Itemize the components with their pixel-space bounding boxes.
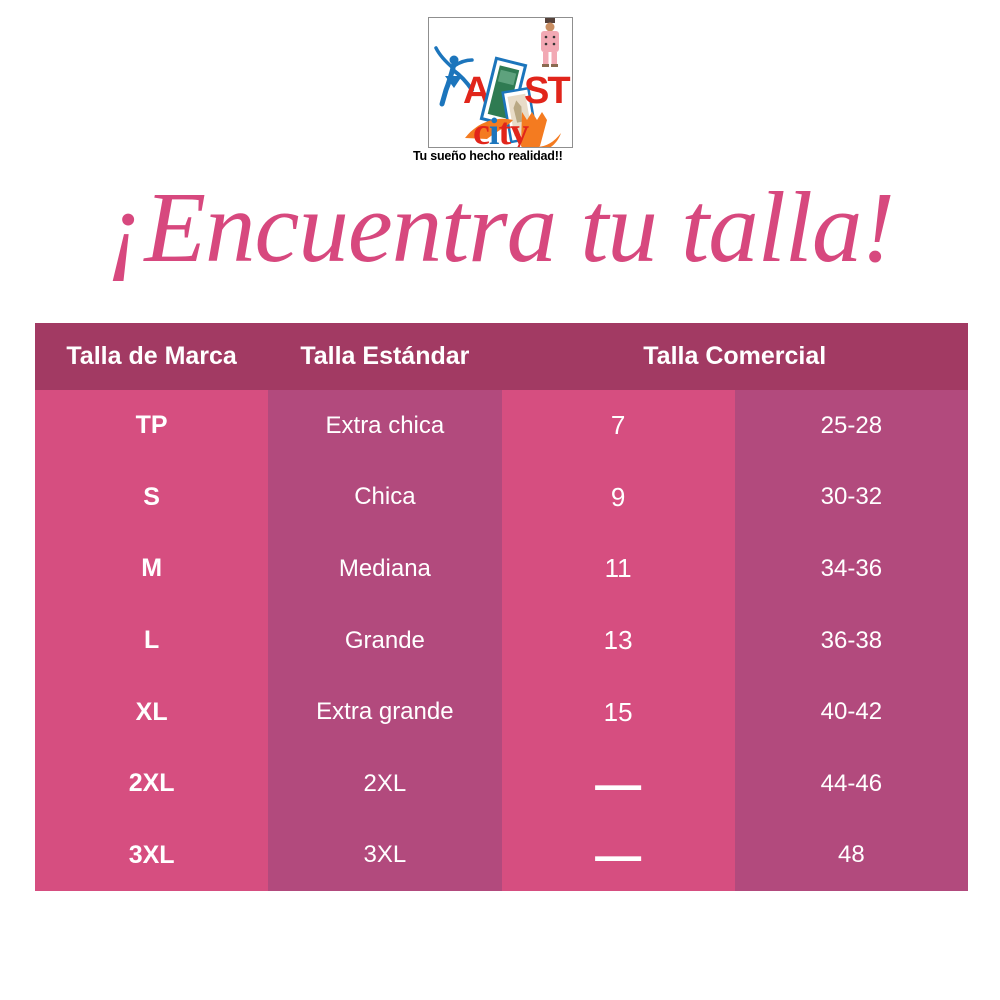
cell-commercial-num: — [501, 819, 735, 892]
brand-tagline: Tu sueño hecho realidad!! [413, 149, 563, 163]
cell-standard: Extra grande [268, 676, 502, 748]
cell-commercial-range: 30-32 [734, 461, 968, 534]
cell-commercial-num: 15 [501, 676, 735, 748]
pink-figure-icon [541, 18, 559, 67]
cell-commercial-num: 11 [501, 533, 735, 605]
cell-commercial-range: 44-46 [734, 747, 968, 820]
cell-commercial-num: 13 [501, 604, 735, 677]
cell-brand: TP [35, 390, 269, 462]
cell-standard: Extra chica [268, 390, 502, 462]
cell-brand: L [35, 604, 269, 677]
cell-brand: 2XL [35, 747, 269, 820]
cell-commercial-num: 7 [501, 390, 735, 462]
cell-commercial-range: 48 [734, 819, 968, 892]
cell-commercial-range: 36-38 [734, 604, 968, 677]
cell-standard: 3XL [268, 819, 502, 892]
cell-commercial-num: — [501, 747, 735, 820]
cell-brand: S [35, 461, 269, 534]
header-talla-comercial: Talla Comercial [501, 323, 968, 390]
brand-logo: AR ST [428, 17, 573, 153]
wordmark-right: ST [524, 70, 570, 112]
cell-commercial-num: 9 [501, 461, 735, 534]
cell-brand: 3XL [35, 819, 269, 892]
cell-standard: Grande [268, 604, 502, 677]
cell-standard: Chica [268, 461, 502, 534]
page-title: ¡Encuentra tu talla! [106, 171, 895, 283]
cell-commercial-range: 25-28 [734, 390, 968, 462]
cell-brand: XL [35, 676, 269, 748]
cell-commercial-range: 40-42 [734, 676, 968, 748]
size-table: Talla de Marca Talla Estándar Talla Come… [35, 323, 968, 892]
cell-commercial-range: 34-36 [734, 533, 968, 605]
artist-city-logo-art: AR ST [434, 18, 572, 153]
dancer-icon [434, 46, 474, 107]
header-talla-de-marca: Talla de Marca [35, 323, 269, 390]
header-talla-estandar: Talla Estándar [268, 323, 502, 390]
city-wordmark: city [473, 111, 529, 147]
orange-swoosh-icon [465, 112, 561, 152]
cell-standard: Mediana [268, 533, 502, 605]
cell-standard: 2XL [268, 747, 502, 820]
cell-brand: M [35, 533, 269, 605]
